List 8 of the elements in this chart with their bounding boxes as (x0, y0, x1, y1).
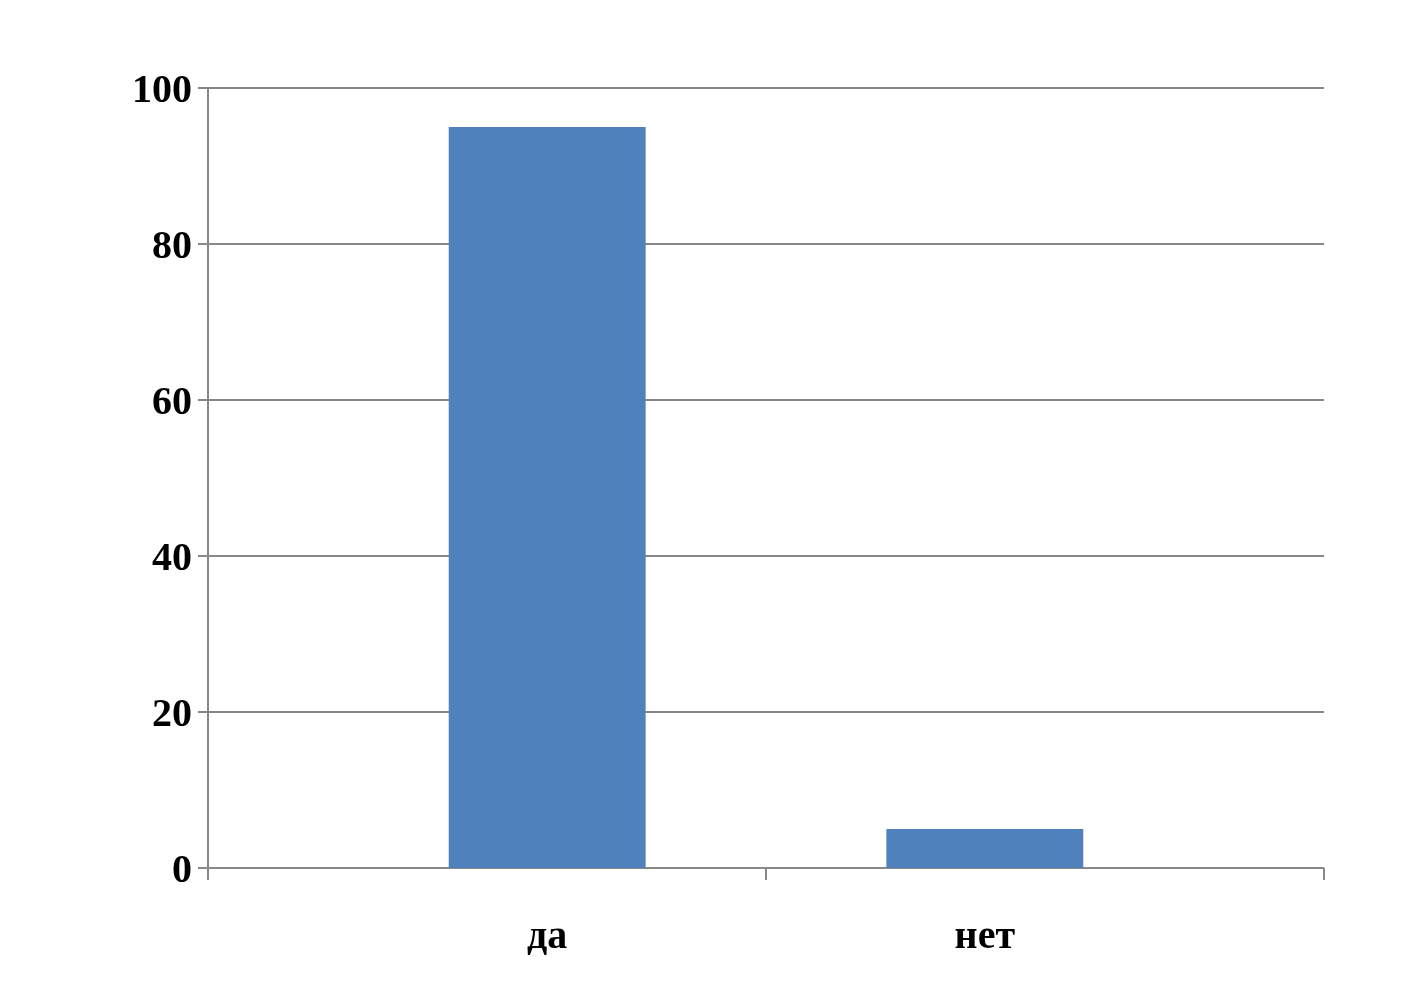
x-tick-label: да (527, 912, 568, 957)
y-tick-label: 80 (152, 222, 192, 267)
y-tick-label: 0 (172, 846, 192, 891)
x-tick-label: нет (954, 912, 1016, 957)
y-tick-label: 40 (152, 534, 192, 579)
y-tick-label: 20 (152, 690, 192, 735)
y-tick-label: 100 (132, 66, 192, 111)
y-tick-label: 60 (152, 378, 192, 423)
